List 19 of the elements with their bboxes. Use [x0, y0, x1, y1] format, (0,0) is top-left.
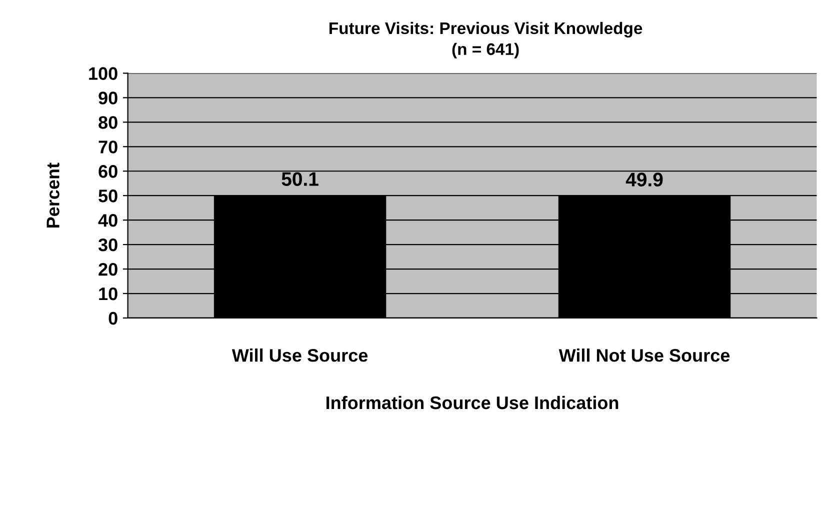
- y-tick-label: 80: [98, 116, 118, 129]
- y-tick-label: 0: [108, 312, 118, 325]
- y-tick-label: 30: [98, 238, 118, 252]
- chart-title: Future Visits: Previous Visit Knowledge: [330, 22, 642, 38]
- chart-subtitle: (n = 641): [452, 42, 519, 58]
- y-tick-label: 10: [99, 287, 118, 300]
- x-axis-title: Information Source Use Indication: [326, 396, 618, 410]
- y-tick-label: 20: [98, 262, 118, 276]
- data-label: 49.9: [626, 172, 663, 186]
- y-tick-label: 100: [89, 67, 118, 80]
- y-tick-label: 70: [98, 140, 118, 154]
- x-tick-label: Will Not Use Source: [558, 348, 730, 362]
- y-tick-label: 90: [98, 92, 118, 104]
- y-tick-label: 50: [98, 190, 118, 202]
- x-tick-label: Will Use Source: [232, 348, 368, 362]
- data-label: 50.1: [282, 172, 318, 186]
- y-tick-label: 40: [98, 214, 118, 227]
- y-tick-label: 60: [98, 165, 118, 178]
- y-axis-title: Percent: [46, 162, 60, 228]
